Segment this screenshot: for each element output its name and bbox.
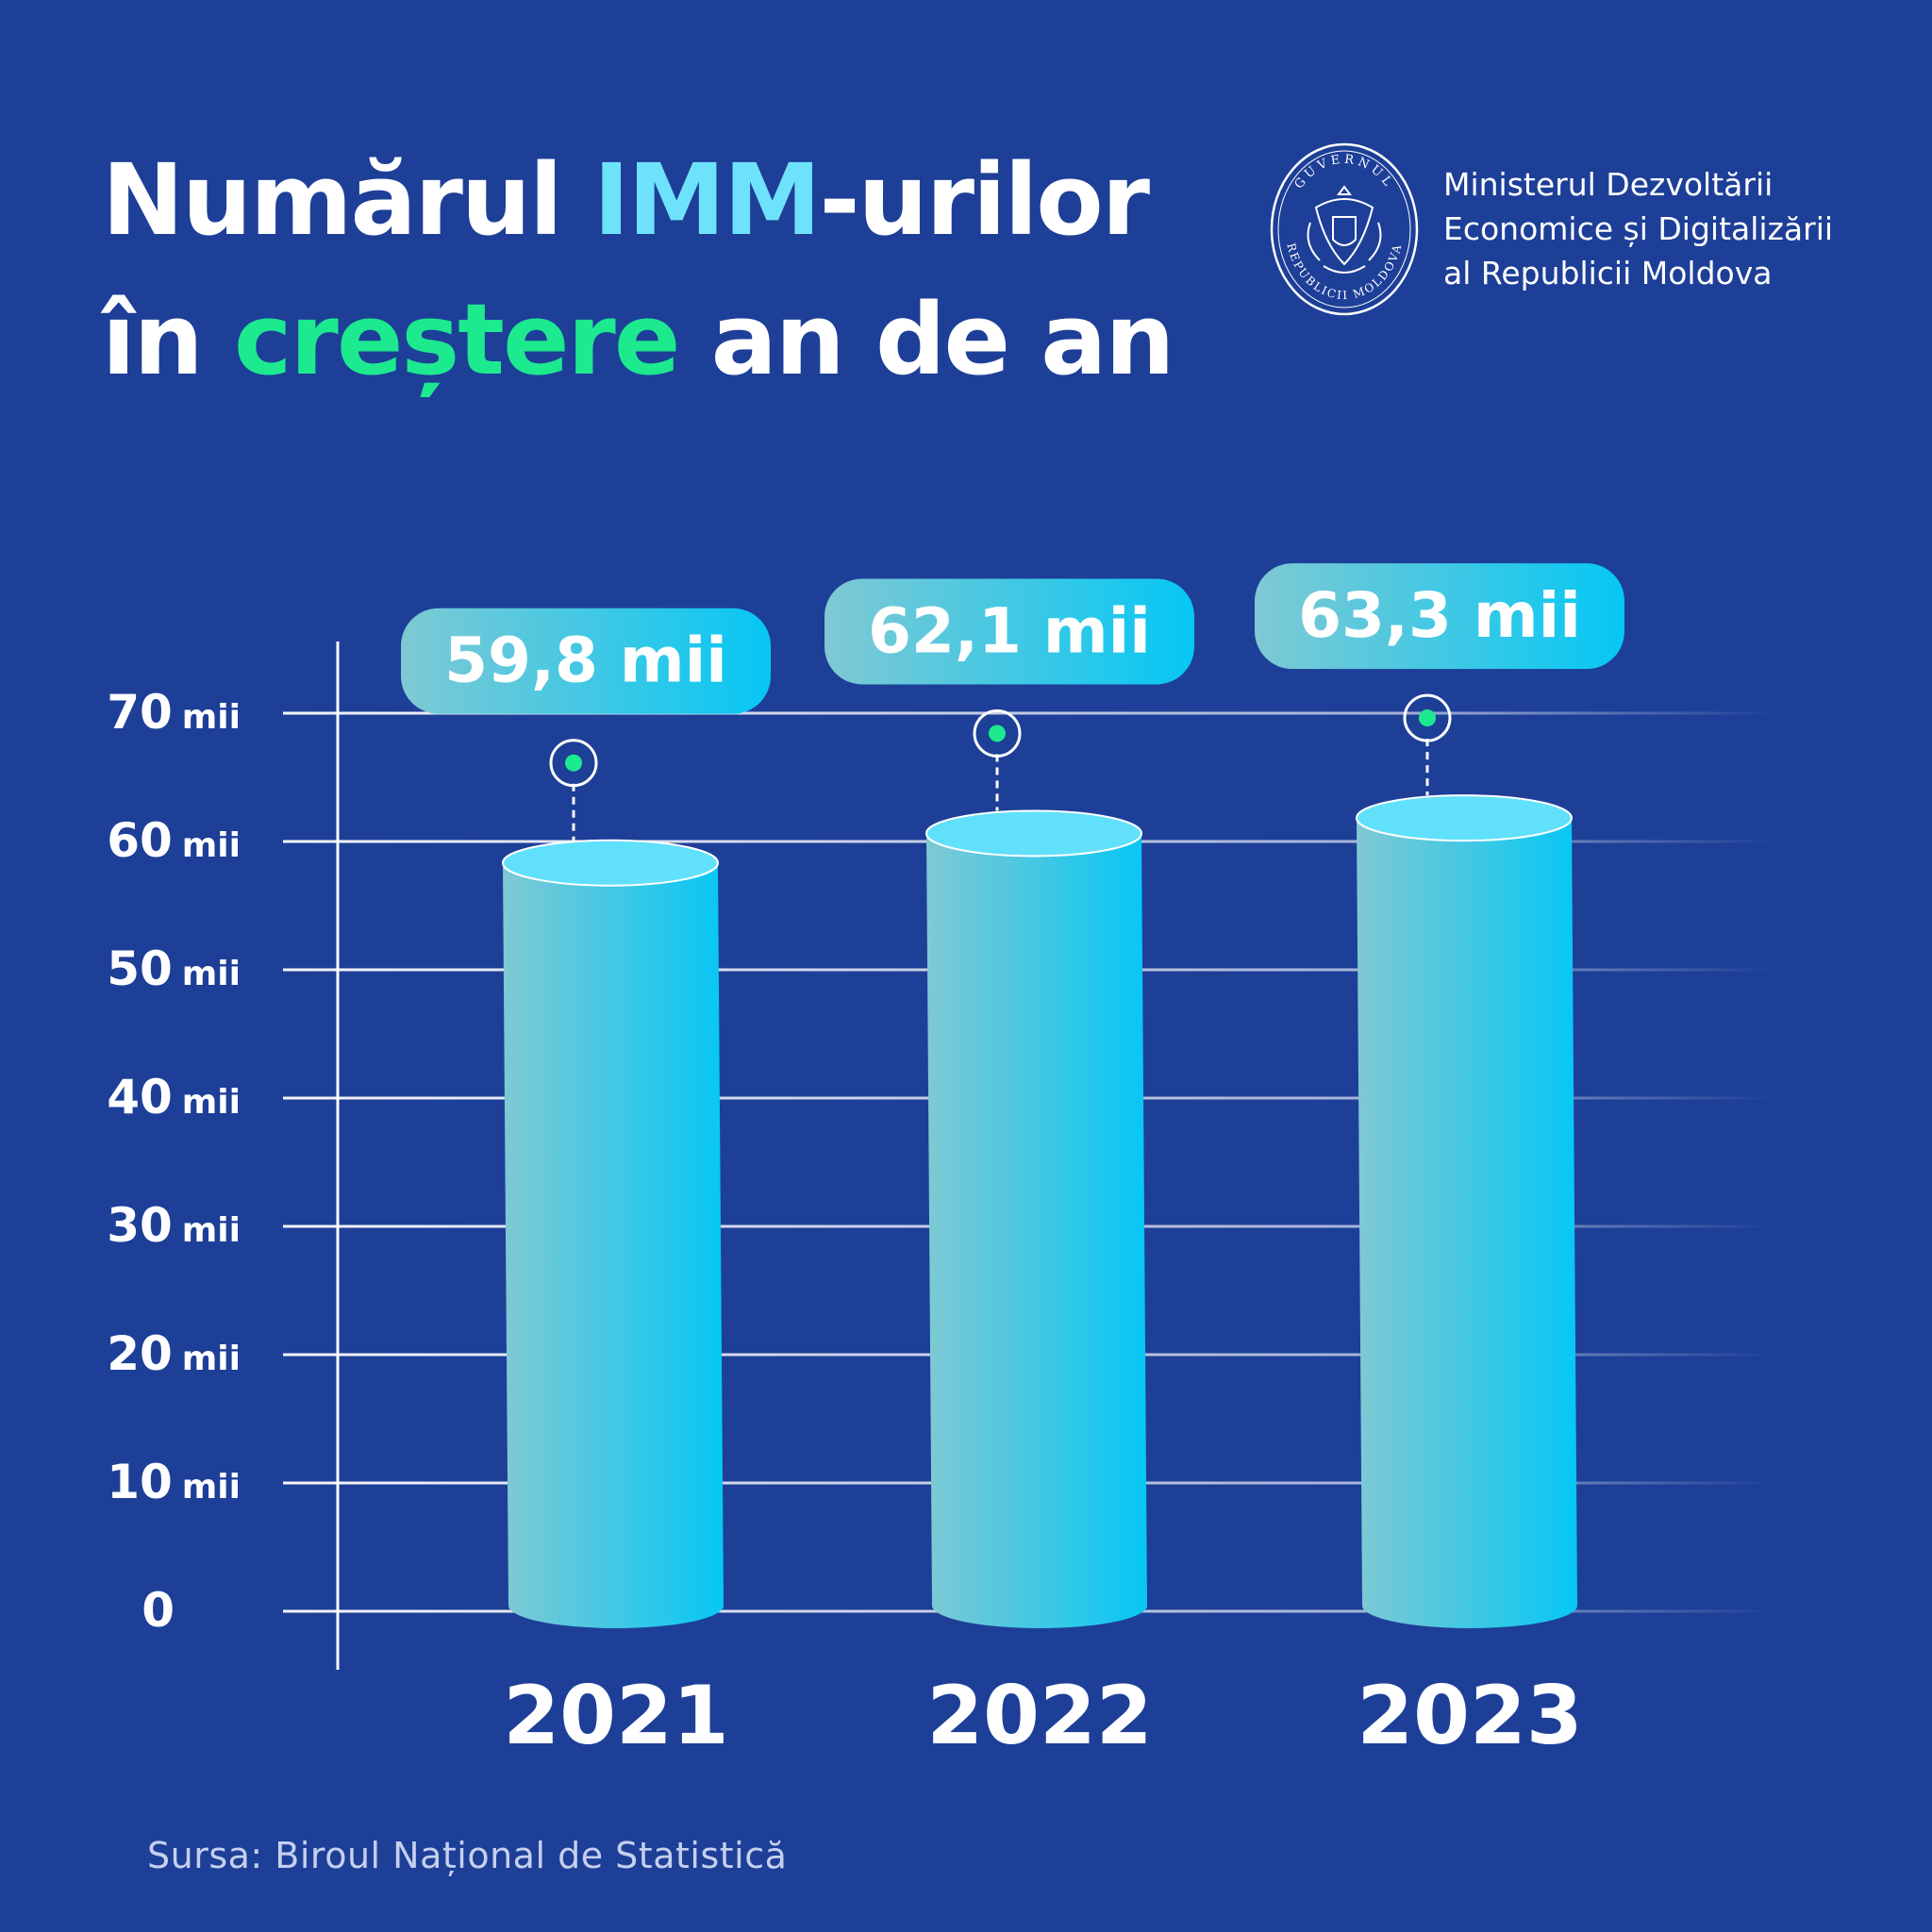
bar	[503, 862, 724, 1628]
ministry-name: Ministerul Dezvoltării Economice și Digi…	[1443, 162, 1833, 295]
y-tick-number: 0	[142, 1583, 175, 1638]
data-label: 62,1 mii	[868, 594, 1151, 667]
source-note: Sursa: Biroul Național de Statistică	[147, 1835, 788, 1876]
title-text: Numărul	[102, 142, 593, 258]
y-tick-unit: mii	[182, 1340, 241, 1378]
y-tick-number: 70	[107, 685, 173, 740]
y-tick-unit: mii	[182, 698, 241, 737]
marker-dot	[989, 724, 1006, 742]
government-seal-icon: GUVERNUL REPUBLICII MOLDOVA	[1270, 142, 1419, 316]
title-text: în	[102, 282, 234, 397]
x-tick-label: 2022	[926, 1669, 1152, 1763]
x-tick-label: 2021	[503, 1669, 728, 1763]
bar-top	[502, 839, 719, 887]
y-tick-label: 20 mii	[107, 1326, 241, 1381]
title-text: an de an	[678, 282, 1175, 397]
bars-layer	[502, 693, 1577, 1628]
title-text: -urilor	[819, 142, 1151, 258]
x-tick-label: 2023	[1357, 1669, 1582, 1763]
y-tick-unit: mii	[182, 1211, 241, 1250]
bar-top	[1356, 794, 1573, 842]
y-tick-number: 40	[107, 1070, 173, 1124]
bar	[926, 833, 1147, 1628]
y-tick-number: 30	[107, 1198, 173, 1253]
y-tick-unit: mii	[182, 955, 241, 993]
y-tick-unit: mii	[182, 1083, 241, 1122]
title-highlight-crestere: creștere	[233, 282, 680, 397]
y-tick-label: 30 mii	[107, 1198, 241, 1253]
marker-dot	[565, 754, 582, 772]
y-tick-number: 60	[107, 813, 173, 868]
y-tick-number: 50	[107, 941, 173, 996]
value-pill	[824, 578, 1194, 685]
marker-ring	[1403, 693, 1452, 742]
ministry-line: al Republicii Moldova	[1443, 255, 1773, 291]
gridline	[283, 711, 1774, 715]
marker-ring	[549, 739, 598, 788]
y-tick-number: 10	[107, 1455, 173, 1509]
y-tick-label: 0	[142, 1583, 175, 1638]
y-tick-unit: mii	[182, 1468, 241, 1507]
page-title: Numărul IMM-urilor în creștere an de an	[102, 130, 1175, 409]
y-tick-label: 10 mii	[107, 1455, 241, 1509]
data-label: 59,8 mii	[444, 625, 727, 697]
y-tick-label: 60 mii	[107, 813, 241, 868]
marker-ring	[973, 708, 1022, 758]
value-pill	[401, 608, 771, 714]
y-tick-label: 70 mii	[107, 685, 241, 740]
bar-top	[925, 809, 1142, 858]
value-pill	[1255, 563, 1624, 670]
bar	[1357, 818, 1577, 1628]
y-tick-label: 40 mii	[107, 1070, 241, 1124]
ministry-line: Ministerul Dezvoltării	[1443, 166, 1774, 203]
data-label: 63,3 mii	[1298, 579, 1581, 652]
y-tick-unit: mii	[182, 826, 241, 865]
y-tick-number: 20	[107, 1326, 173, 1381]
ministry-line: Economice și Digitalizării	[1443, 210, 1834, 247]
title-highlight-imm: IMM	[592, 142, 822, 258]
marker-dot	[1419, 709, 1436, 727]
y-tick-label: 50 mii	[107, 941, 241, 996]
